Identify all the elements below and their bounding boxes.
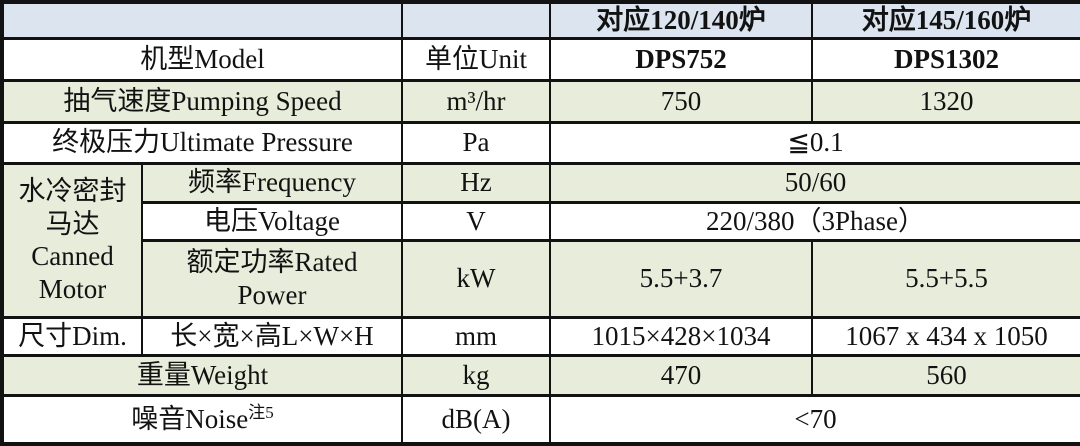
furnace-header-spacer-label	[1, 0, 403, 40]
weight-row: 重量Weight kg 470 560	[1, 353, 1080, 397]
rated-power-value-dps1302: 5.5+5.5	[811, 238, 1080, 319]
motor-group-label: 水冷密封 马达 Canned Motor	[1, 161, 143, 319]
frequency-unit: Hz	[401, 161, 551, 204]
dimensions-group-label: 尺寸Dim.	[1, 315, 143, 357]
model-label: 机型Model	[1, 36, 403, 82]
model-value-dps1302: DPS1302	[811, 36, 1080, 82]
rated-power-row: 额定功率Rated Power kW 5.5+3.7 5.5+5.5	[2, 238, 1080, 319]
pumping-speed-label: 抽气速度Pumping Speed	[1, 78, 403, 124]
weight-unit: kg	[401, 353, 551, 397]
furnace-header-row: 对应120/140炉 对应145/160炉	[1, 0, 1080, 40]
noise-footnote-ref: 注5	[248, 403, 274, 423]
voltage-value: 220/380（3Phase）	[549, 200, 1080, 242]
ultimate-pressure-label: 终极压力Ultimate Pressure	[1, 120, 403, 165]
frequency-label: 频率Frequency	[141, 161, 403, 204]
model-row: 机型Model 单位Unit DPS752 DPS1302	[1, 36, 1080, 82]
pumping-speed-value-dps752: 750	[549, 78, 813, 124]
noise-value: <70	[549, 393, 1080, 446]
dimensions-row: 尺寸Dim. 长×宽×高L×W×H mm 1015×428×1034 1067 …	[1, 315, 1080, 357]
furnace-header-120-140: 对应120/140炉	[549, 0, 813, 40]
noise-label-cell: 噪音Noise注5	[1, 393, 403, 446]
pumping-speed-row: 抽气速度Pumping Speed m³/hr 750 1320	[1, 78, 1080, 124]
noise-unit: dB(A)	[401, 393, 551, 446]
weight-value-dps1302: 560	[811, 353, 1080, 397]
frequency-row: 水冷密封 马达 Canned Motor 频率Frequency Hz 50/6…	[1, 161, 1080, 319]
rated-power-label: 额定功率Rated Power	[141, 238, 403, 319]
furnace-header-spacer-unit	[401, 0, 551, 40]
ultimate-pressure-row: 终极压力Ultimate Pressure Pa ≦0.1	[1, 120, 1080, 165]
model-value-dps752: DPS752	[549, 36, 813, 82]
unit-header: 单位Unit	[401, 36, 551, 82]
noise-label: 噪音Noise	[131, 404, 249, 435]
dimensions-value-dps1302: 1067 x 434 x 1050	[811, 315, 1080, 357]
pumping-speed-value-dps1302: 1320	[811, 78, 1080, 124]
noise-row: 噪音Noise注5 dB(A) <70	[1, 393, 1080, 446]
dimensions-value-dps752: 1015×428×1034	[549, 315, 813, 357]
weight-value-dps752: 470	[549, 353, 813, 397]
rated-power-unit: kW	[401, 238, 551, 319]
voltage-unit: V	[401, 200, 551, 242]
ultimate-pressure-unit: Pa	[401, 120, 551, 165]
voltage-label: 电压Voltage	[141, 200, 403, 242]
furnace-header-145-160: 对应145/160炉	[811, 0, 1080, 40]
dimensions-unit: mm	[401, 315, 551, 357]
dimensions-label: 长×宽×高L×W×H	[141, 315, 403, 357]
pumping-speed-unit: m³/hr	[401, 78, 551, 124]
weight-label: 重量Weight	[1, 353, 403, 397]
voltage-row: 电压Voltage V 220/380（3Phase）	[2, 200, 1080, 242]
ultimate-pressure-value: ≦0.1	[549, 120, 1080, 165]
rated-power-value-dps752: 5.5+3.7	[549, 238, 813, 319]
frequency-value: 50/60	[549, 161, 1080, 204]
